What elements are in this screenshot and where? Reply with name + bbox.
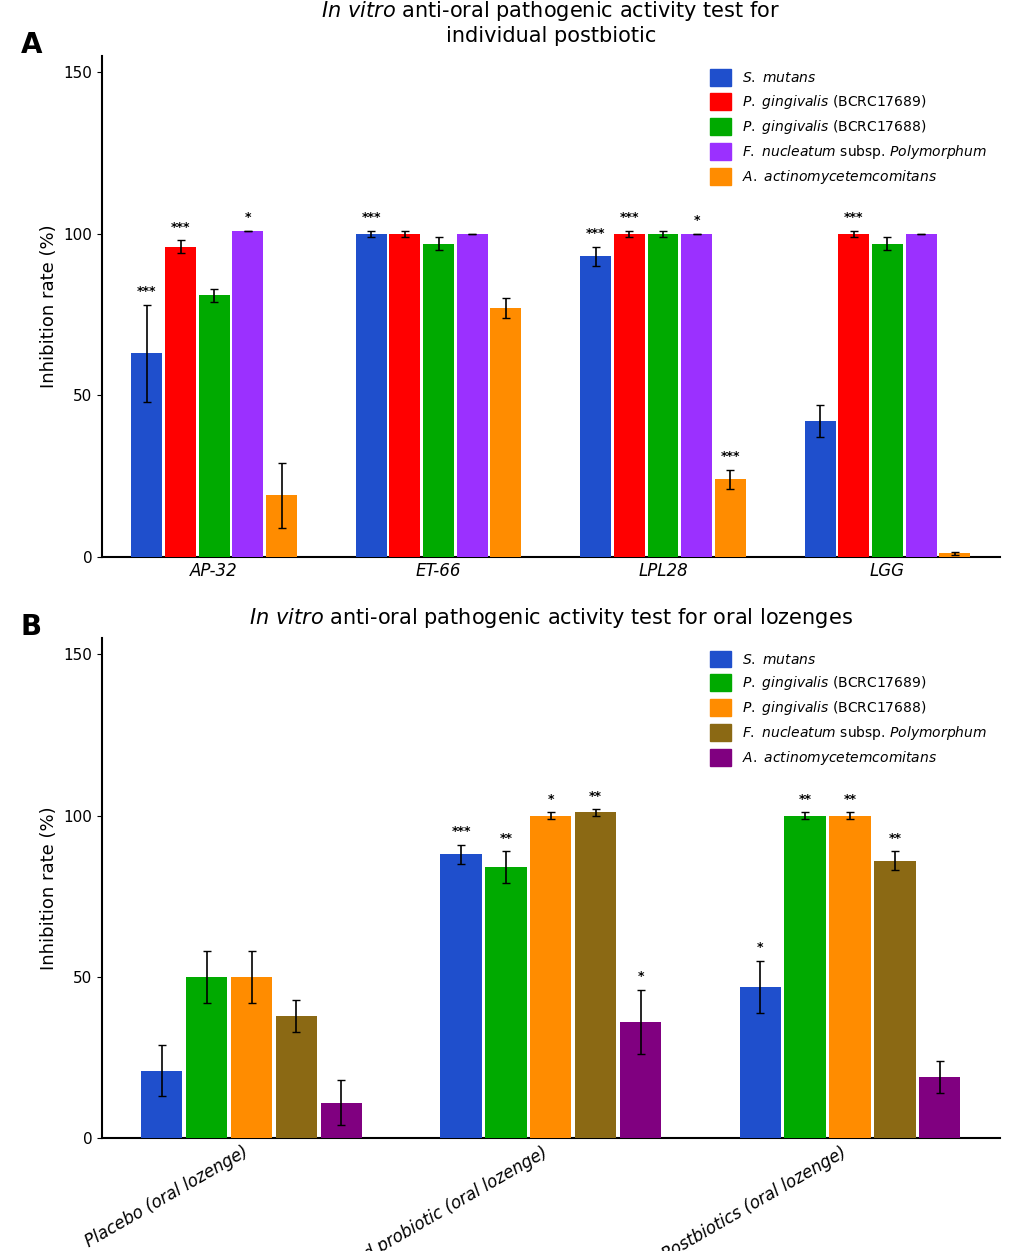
Y-axis label: Inhibition rate (%): Inhibition rate (%)	[40, 807, 58, 970]
Text: ***: ***	[585, 228, 605, 240]
Text: ***: ***	[619, 211, 639, 224]
Bar	[457, 234, 487, 557]
Bar	[873, 861, 915, 1138]
Text: **: **	[888, 832, 901, 844]
Bar	[275, 1016, 317, 1138]
Bar	[356, 234, 386, 557]
Bar	[232, 230, 263, 557]
Bar	[389, 234, 420, 557]
Bar	[490, 308, 521, 557]
Legend: $\it{S.\ mutans}$, $\it{P.\ gingivalis}$ (BCRC17689), $\it{P.\ gingivalis}$ (BCR: $\it{S.\ mutans}$, $\it{P.\ gingivalis}$…	[704, 646, 991, 773]
Bar	[141, 1071, 182, 1138]
Bar	[485, 867, 526, 1138]
Text: ***: ***	[137, 285, 157, 299]
Bar	[784, 816, 825, 1138]
Text: ***: ***	[450, 826, 471, 838]
Bar	[871, 244, 902, 557]
Bar	[423, 244, 453, 557]
Bar	[838, 234, 868, 557]
Text: **: **	[589, 789, 601, 803]
Text: *: *	[547, 793, 553, 806]
Bar	[165, 246, 196, 557]
Bar	[647, 234, 678, 557]
Bar	[185, 977, 227, 1138]
Text: ***: ***	[843, 211, 863, 224]
Bar	[580, 256, 610, 557]
Text: A: A	[20, 31, 42, 59]
Text: ***: ***	[719, 450, 740, 463]
Text: *: *	[637, 971, 643, 983]
Bar	[739, 987, 781, 1138]
Bar	[828, 816, 870, 1138]
Bar	[131, 353, 162, 557]
Bar	[938, 553, 969, 557]
Text: **: **	[843, 793, 856, 806]
Text: *: *	[693, 214, 699, 228]
Bar	[613, 234, 644, 557]
Text: ***: ***	[361, 211, 381, 224]
Bar	[918, 1077, 960, 1138]
Bar	[440, 854, 481, 1138]
Text: **: **	[499, 832, 512, 844]
Bar	[320, 1103, 362, 1138]
Bar	[681, 234, 711, 557]
Bar	[530, 816, 571, 1138]
Bar	[620, 1022, 660, 1138]
Text: *: *	[245, 211, 251, 224]
Bar	[804, 422, 835, 557]
Legend: $\it{S.\ mutans}$, $\it{P.\ gingivalis}$ (BCRC17689), $\it{P.\ gingivalis}$ (BCR: $\it{S.\ mutans}$, $\it{P.\ gingivalis}$…	[704, 64, 991, 191]
Title: $\it{In\ vitro}$ anti-oral pathogenic activity test for
individual postbiotic: $\it{In\ vitro}$ anti-oral pathogenic ac…	[321, 0, 780, 46]
Text: B: B	[20, 613, 42, 641]
Bar	[266, 495, 297, 557]
Text: **: **	[798, 793, 811, 806]
Bar	[199, 295, 229, 557]
Title: $\it{In\ vitro}$ anti-oral pathogenic activity test for oral lozenges: $\it{In\ vitro}$ anti-oral pathogenic ac…	[249, 607, 852, 631]
Y-axis label: Inhibition rate (%): Inhibition rate (%)	[40, 225, 58, 388]
Text: *: *	[756, 942, 763, 955]
Bar	[575, 812, 615, 1138]
Bar	[230, 977, 272, 1138]
Bar	[905, 234, 935, 557]
Text: positive control: positive control	[833, 689, 941, 703]
Bar	[714, 479, 745, 557]
Text: ***: ***	[170, 221, 191, 234]
